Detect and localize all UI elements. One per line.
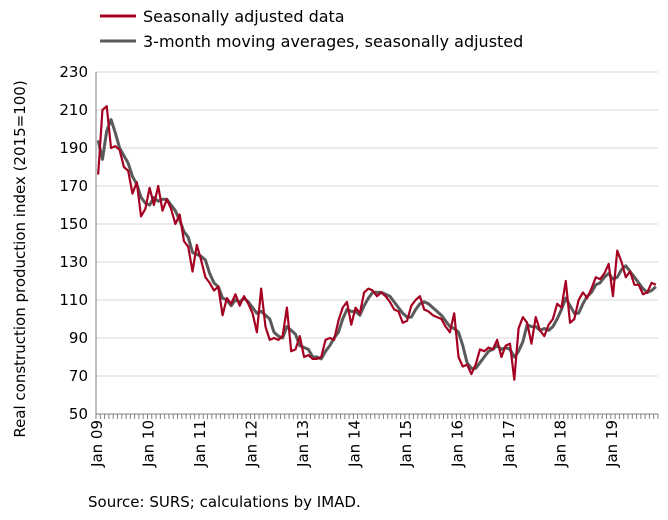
x-tick-label: Jan 11: [191, 420, 209, 468]
y-tick-label: 230: [59, 63, 88, 81]
y-tick-label: 210: [59, 101, 88, 119]
x-tick-label: Jan 13: [294, 420, 312, 468]
source-note: Source: SURS; calculations by IMAD.: [88, 493, 361, 511]
y-axis-title: Real construction production index (2015…: [11, 80, 29, 437]
grid: [96, 71, 658, 377]
x-tick-label: Jan 09: [88, 420, 106, 468]
x-tick-label: Jan 17: [500, 420, 518, 468]
y-tick-label: 110: [59, 291, 88, 309]
y-tick-label: 170: [59, 177, 88, 195]
y-tick-label: 150: [59, 215, 88, 233]
x-tick-label: Jan 15: [397, 420, 415, 468]
x-tick-label: Jan 14: [346, 420, 364, 468]
y-tick-label: 70: [69, 367, 88, 385]
y-tick-label: 130: [59, 253, 88, 271]
series-line-seasonally-adjusted: [97, 105, 657, 381]
y-tick-label: 50: [69, 405, 88, 423]
y-tick-label: 90: [69, 329, 88, 347]
legend: Seasonally adjusted data 3-month moving …: [100, 7, 523, 51]
series-lines: [96, 105, 657, 381]
x-tick-label: Jan 16: [449, 420, 467, 468]
axes: 50 70 90 110 130 150 170 190 210 230 Jan 09 Jan 10 J…: [59, 63, 659, 468]
legend-label-seasonally-adjusted: Seasonally adjusted data: [143, 7, 345, 26]
x-tick-label: Jan 19: [603, 420, 621, 468]
x-tick-label: Jan 10: [140, 420, 158, 468]
y-tick-label: 190: [59, 139, 88, 157]
x-tick-label: Jan 18: [551, 420, 569, 468]
x-tick-label: Jan 12: [243, 420, 261, 468]
series-line-moving-average: [96, 118, 657, 370]
legend-label-moving-average: 3-month moving averages, seasonally adju…: [143, 32, 523, 51]
